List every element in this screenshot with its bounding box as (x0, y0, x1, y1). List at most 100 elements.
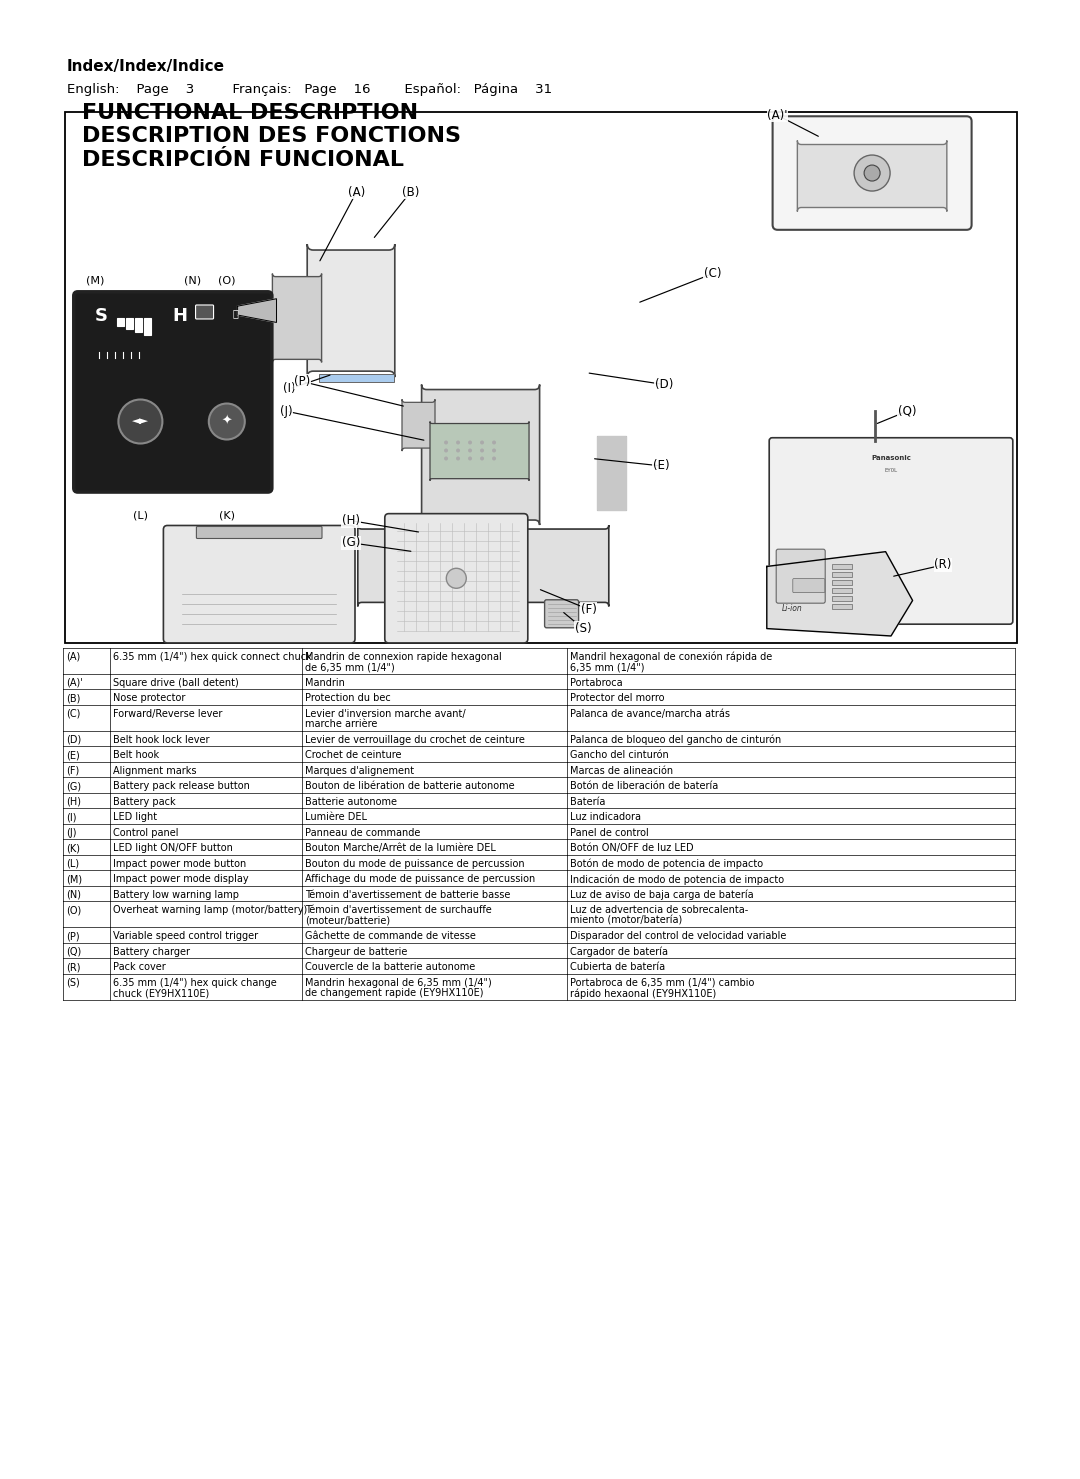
Text: (N): (N) (66, 890, 81, 899)
Text: Mandril hexagonal de conexión rápida de: Mandril hexagonal de conexión rápida de (570, 652, 772, 663)
Text: Nose protector: Nose protector (113, 694, 186, 704)
Circle shape (492, 448, 496, 453)
Text: (B): (B) (66, 694, 80, 704)
Circle shape (468, 441, 472, 445)
Polygon shape (597, 436, 626, 510)
Text: (R): (R) (934, 559, 951, 571)
Text: 6.35 mm (1/4") hex quick change: 6.35 mm (1/4") hex quick change (113, 978, 276, 988)
Text: DESCRIPCIÓN FUNCIONAL: DESCRIPCIÓN FUNCIONAL (82, 149, 404, 170)
Circle shape (480, 441, 484, 445)
Circle shape (854, 155, 890, 191)
Text: (O): (O) (66, 905, 81, 916)
Text: Bouton Marche/Arrêt de la lumière DEL: Bouton Marche/Arrêt de la lumière DEL (306, 843, 497, 853)
Circle shape (480, 448, 484, 453)
Text: LED light ON/OFF button: LED light ON/OFF button (113, 843, 233, 853)
Text: S: S (95, 308, 108, 325)
Text: marche arrière: marche arrière (306, 719, 378, 729)
Text: Protector del morro: Protector del morro (570, 694, 664, 704)
Text: (P): (P) (66, 932, 79, 941)
FancyBboxPatch shape (197, 527, 322, 538)
Text: (G): (G) (66, 781, 81, 791)
Text: Lumière DEL: Lumière DEL (306, 812, 367, 822)
Bar (65, 112, 1017, 643)
Circle shape (456, 448, 460, 453)
Text: Control panel: Control panel (113, 828, 178, 837)
Text: (K): (K) (66, 843, 80, 853)
Text: (E): (E) (652, 460, 670, 472)
Text: de changement rapide (EY9HX110E): de changement rapide (EY9HX110E) (306, 988, 484, 998)
Text: Gancho del cinturón: Gancho del cinturón (570, 750, 669, 760)
Text: Palanca de avance/marcha atrás: Palanca de avance/marcha atrás (570, 708, 730, 719)
Text: Battery charger: Battery charger (113, 947, 190, 957)
Circle shape (446, 568, 467, 589)
FancyBboxPatch shape (421, 385, 540, 525)
Text: Forward/Reverse lever: Forward/Reverse lever (113, 708, 222, 719)
Text: Couvercle de la batterie autonome: Couvercle de la batterie autonome (306, 963, 475, 972)
Text: DESCRIPTION DES FONCTIONS: DESCRIPTION DES FONCTIONS (82, 126, 461, 146)
Text: (L): (L) (133, 510, 148, 521)
Text: (D): (D) (654, 379, 674, 390)
Text: (P): (P) (294, 376, 311, 387)
FancyBboxPatch shape (777, 549, 825, 603)
Text: Batterie autonome: Batterie autonome (306, 797, 397, 808)
Text: (A): (A) (348, 186, 365, 198)
Circle shape (468, 448, 472, 453)
Polygon shape (238, 299, 276, 322)
Text: Levier de verrouillage du crochet de ceinture: Levier de verrouillage du crochet de cei… (306, 735, 525, 745)
Text: Index/Index/Indice: Index/Index/Indice (67, 59, 225, 74)
Text: Pack cover: Pack cover (113, 963, 166, 972)
Text: Battery low warning lamp: Battery low warning lamp (113, 890, 239, 899)
Text: Levier d'inversion marche avant/: Levier d'inversion marche avant/ (306, 708, 467, 719)
Text: Mandrin: Mandrin (306, 677, 346, 688)
Text: Mandrin de connexion rapide hexagonal: Mandrin de connexion rapide hexagonal (306, 652, 502, 661)
Text: (C): (C) (66, 708, 80, 719)
Text: Chargeur de batterie: Chargeur de batterie (306, 947, 408, 957)
Text: Overheat warning lamp (motor/battery): Overheat warning lamp (motor/battery) (113, 905, 308, 916)
Text: (J): (J) (66, 828, 76, 837)
Text: (K): (K) (219, 510, 234, 521)
Text: Marques d'alignement: Marques d'alignement (306, 766, 415, 776)
Bar (144, 318, 150, 334)
Text: ✦: ✦ (221, 416, 232, 427)
Text: LED light: LED light (113, 812, 158, 822)
Text: (O): (O) (218, 275, 235, 285)
Text: Belt hook: Belt hook (113, 750, 159, 760)
Circle shape (456, 457, 460, 460)
FancyBboxPatch shape (163, 525, 355, 643)
Text: Bouton du mode de puissance de percussion: Bouton du mode de puissance de percussio… (306, 859, 525, 868)
Text: (I): (I) (66, 812, 76, 822)
Circle shape (444, 448, 448, 453)
Text: English:    Page    3         Français:   Page    16        Español:   Página   : English: Page 3 Français: Page 16 Españo… (67, 83, 552, 96)
FancyBboxPatch shape (307, 244, 395, 377)
Text: (I): (I) (283, 383, 296, 395)
Text: 6.35 mm (1/4") hex quick connect chuck: 6.35 mm (1/4") hex quick connect chuck (113, 652, 312, 661)
Text: (F): (F) (66, 766, 79, 776)
FancyBboxPatch shape (384, 513, 528, 643)
FancyBboxPatch shape (797, 141, 947, 211)
Text: Impact power mode display: Impact power mode display (113, 874, 248, 884)
Text: Palanca de bloqueo del gancho de cinturón: Palanca de bloqueo del gancho de cinturó… (570, 735, 781, 745)
Text: (F): (F) (581, 603, 596, 615)
Text: 🔑: 🔑 (232, 308, 238, 318)
Text: FUNCTIONAL DESCRIPTION: FUNCTIONAL DESCRIPTION (82, 102, 418, 123)
Text: (S): (S) (575, 623, 592, 634)
Circle shape (480, 457, 484, 460)
Text: Portabroca de 6,35 mm (1/4") cambio: Portabroca de 6,35 mm (1/4") cambio (570, 978, 754, 988)
Text: (Q): (Q) (897, 405, 917, 417)
Polygon shape (767, 552, 913, 636)
Text: Bouton de libération de batterie autonome: Bouton de libération de batterie autonom… (306, 781, 515, 791)
Text: (B): (B) (402, 186, 419, 198)
FancyBboxPatch shape (772, 117, 972, 229)
Circle shape (864, 166, 880, 180)
Text: Portabroca: Portabroca (570, 677, 623, 688)
Text: Variable speed control trigger: Variable speed control trigger (113, 932, 258, 941)
FancyBboxPatch shape (793, 578, 825, 593)
Text: Li-ion: Li-ion (782, 605, 802, 614)
Text: (M): (M) (85, 275, 105, 285)
Text: Battery pack release button: Battery pack release button (113, 781, 251, 791)
Text: (N): (N) (184, 275, 201, 285)
Text: (E): (E) (66, 750, 80, 760)
Circle shape (456, 441, 460, 445)
Text: (J): (J) (280, 405, 293, 417)
Text: (H): (H) (342, 515, 360, 527)
